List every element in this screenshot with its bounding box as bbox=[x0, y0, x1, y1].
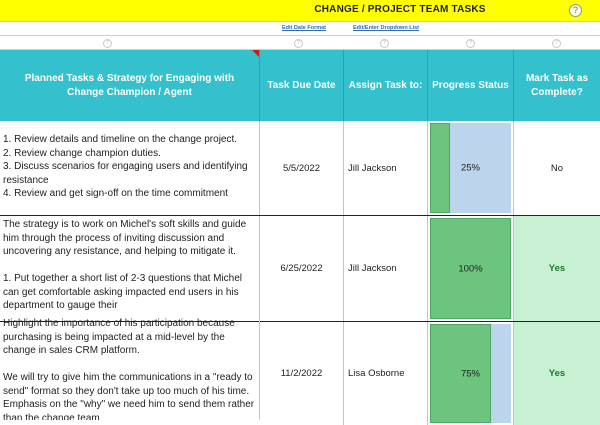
progress-fill bbox=[430, 218, 511, 319]
task-cell[interactable]: Highlight the importance of his particip… bbox=[0, 317, 260, 420]
question-icon[interactable]: ? bbox=[103, 39, 112, 48]
progress-track bbox=[430, 324, 511, 423]
header-assign[interactable]: Assign Task to: bbox=[344, 50, 428, 121]
link-row: Edit Date Format Edit/Enter Dropdown Lis… bbox=[0, 22, 600, 36]
sheet-title: CHANGE / PROJECT TEAM TASKS bbox=[314, 4, 486, 15]
complete-cell[interactable]: Yes bbox=[514, 216, 600, 321]
edit-dropdown-list-link[interactable]: Edit/Enter Dropdown List bbox=[353, 25, 419, 31]
progress-track bbox=[430, 218, 511, 319]
table-row: The strategy is to work on Michel's soft… bbox=[0, 216, 600, 322]
complete-cell[interactable]: No bbox=[514, 121, 600, 215]
header-progress[interactable]: Progress Status bbox=[428, 50, 514, 121]
table-row: 1. Review details and timeline on the ch… bbox=[0, 121, 600, 216]
progress-label: 100% bbox=[458, 263, 483, 274]
task-cell[interactable]: 1. Review details and timeline on the ch… bbox=[0, 121, 260, 215]
question-icon[interactable]: ? bbox=[294, 39, 303, 48]
header-complete[interactable]: Mark Task as Complete? bbox=[525, 72, 589, 98]
assignee-cell[interactable]: Lisa Osborne bbox=[344, 322, 428, 425]
assignee-cell[interactable]: Jill Jackson bbox=[344, 121, 428, 215]
title-bar: CHANGE / PROJECT TEAM TASKS ? bbox=[0, 0, 600, 22]
question-icon-row: ? ? ? ? ? bbox=[0, 36, 600, 50]
progress-track bbox=[430, 123, 511, 213]
progress-cell[interactable]: 100% bbox=[428, 216, 514, 321]
progress-fill bbox=[430, 123, 451, 213]
progress-label: 75% bbox=[460, 368, 480, 379]
edit-date-format-link[interactable]: Edit Date Format bbox=[282, 25, 327, 31]
progress-fill bbox=[430, 324, 491, 423]
table-header: Planned Tasks & Strategy for Engaging wi… bbox=[0, 50, 600, 121]
header-tasks[interactable]: Planned Tasks & Strategy for Engaging wi… bbox=[0, 50, 260, 121]
due-date-cell[interactable]: 5/5/2022 bbox=[260, 121, 344, 215]
task-cell[interactable]: The strategy is to work on Michel's soft… bbox=[0, 216, 260, 321]
progress-cell[interactable]: 25% bbox=[428, 121, 514, 215]
due-date-cell[interactable]: 11/2/2022 bbox=[260, 322, 344, 425]
table-row: Highlight the importance of his particip… bbox=[0, 317, 600, 425]
header-due-date[interactable]: Task Due Date bbox=[260, 50, 344, 121]
progress-cell[interactable]: 75% bbox=[428, 322, 514, 425]
question-icon[interactable]: ? bbox=[466, 39, 475, 48]
complete-cell[interactable]: Yes bbox=[514, 322, 600, 425]
assignee-cell[interactable]: Jill Jackson bbox=[344, 216, 428, 321]
question-icon[interactable]: ? bbox=[380, 39, 389, 48]
help-icon[interactable]: ? bbox=[569, 4, 582, 17]
progress-label: 25% bbox=[460, 162, 480, 174]
question-icon[interactable]: ? bbox=[552, 39, 561, 48]
due-date-cell[interactable]: 6/25/2022 bbox=[260, 216, 344, 321]
comment-indicator[interactable] bbox=[252, 50, 259, 57]
